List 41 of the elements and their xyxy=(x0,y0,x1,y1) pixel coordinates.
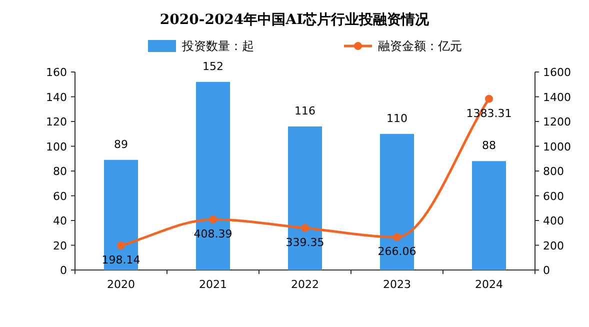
bar xyxy=(288,126,322,270)
y-tick-label: 160 xyxy=(46,66,67,79)
y-tick-label: 140 xyxy=(46,90,67,104)
legend-label: 融资金额：亿元 xyxy=(378,39,462,53)
y2-tick-label: 600 xyxy=(543,190,564,203)
x-tick-label: 2021 xyxy=(199,278,227,291)
point xyxy=(209,215,217,224)
y2-tick-label: 200 xyxy=(543,239,564,252)
x-tick-label: 2023 xyxy=(383,278,411,291)
y-tick-label: 60 xyxy=(53,190,67,203)
data-label: 116 xyxy=(294,104,316,118)
data-label: 89 xyxy=(114,138,128,151)
bar xyxy=(104,160,138,270)
bar xyxy=(380,134,414,270)
y-tick-label: 0 xyxy=(60,264,67,277)
y2-tick-label: 1000 xyxy=(543,140,571,154)
y2-tick-label: 0 xyxy=(543,264,550,277)
bar xyxy=(196,82,230,270)
y2-tick-label: 1600 xyxy=(543,66,571,79)
legend-label: 投资数量：起 xyxy=(181,39,254,53)
data-label: 152 xyxy=(202,60,224,73)
data-label: 110 xyxy=(386,112,408,125)
data-label: 88 xyxy=(482,139,496,152)
y-tick-label: 120 xyxy=(46,116,67,128)
chart-title: 2020-2024年中国AI芯片行业投融资情况 xyxy=(160,12,430,28)
y-tick-label: 40 xyxy=(53,214,67,228)
point xyxy=(485,94,493,103)
x-tick-label: 2020 xyxy=(107,278,135,291)
y2-tick-label: 400 xyxy=(543,214,564,228)
point xyxy=(301,224,309,232)
y2-tick-label: 800 xyxy=(543,165,564,178)
y2-tick-label: 1200 xyxy=(543,116,571,128)
x-tick-label: 2022 xyxy=(291,278,319,291)
y-tick-label: 80 xyxy=(53,165,67,178)
y-tick-label: 100 xyxy=(46,140,67,154)
x-tick-label: 2024 xyxy=(475,278,503,291)
point xyxy=(393,233,401,242)
bar xyxy=(472,161,506,270)
y-tick-label: 20 xyxy=(53,239,67,252)
point xyxy=(117,241,125,250)
y2-tick-label: 1400 xyxy=(543,90,571,104)
